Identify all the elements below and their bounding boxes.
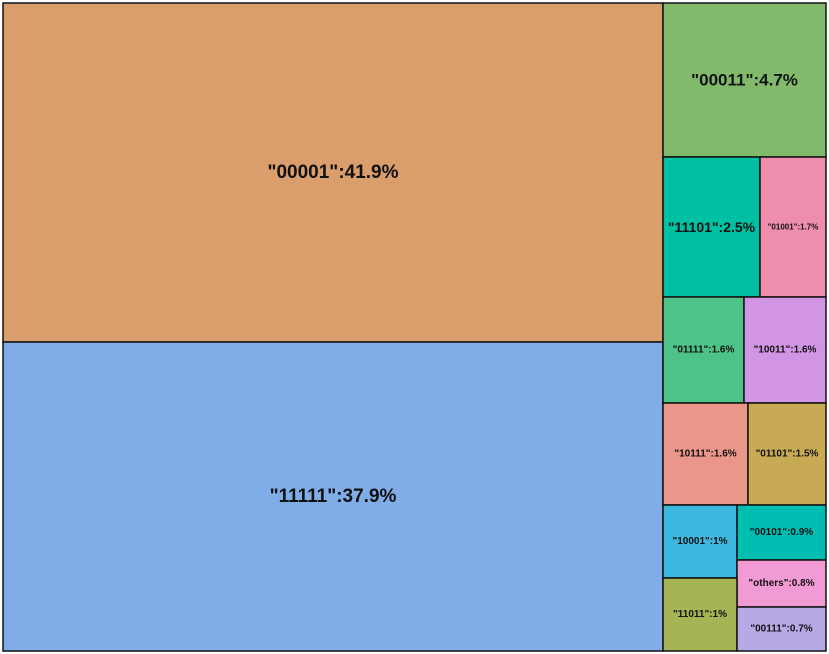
tile-label-00101-0-9: "00101":0.9% [750,527,814,538]
tile-label-01001-1-7: "01001":1.7% [768,223,819,232]
tile-10001-1 [662,504,738,579]
tile-11111-37-9 [2,341,664,652]
tile-00101-0-9 [736,504,827,561]
tile-label-10001-1: "10001":1% [672,536,727,547]
tile-01111-1-6 [662,296,745,404]
tile-label-00001-41-9: "00001":41.9% [267,162,398,183]
tile-label-00111-0-7: "00111":0.7% [750,624,812,635]
tile-label-10111-1-6: "10111":1.6% [674,449,736,460]
tile-label-11111-37-9: "11111":37.9% [270,486,397,507]
tile-label-01111-1-6: "01111":1.6% [673,345,735,356]
tile-00111-0-7 [736,606,827,652]
tile-label-01101-1-5: "01101":1.5% [756,449,819,460]
tile-11101-2-5 [662,156,761,298]
tile-label-others-0-8: "others":0.8% [748,578,814,589]
tile-others-0-8 [736,559,827,608]
tile-00001-41-9 [2,2,664,343]
tile-11011-1 [662,577,738,652]
tile-10111-1-6 [662,402,749,506]
tile-label-11011-1: "11011":1% [673,609,727,620]
tile-label-11101-2-5: "11101":2.5% [668,219,756,235]
tile-00011-4-7 [662,2,827,158]
tile-label-00011-4-7: "00011":4.7% [691,71,798,90]
tile-label-10011-1-6: "10011":1.6% [754,345,817,356]
